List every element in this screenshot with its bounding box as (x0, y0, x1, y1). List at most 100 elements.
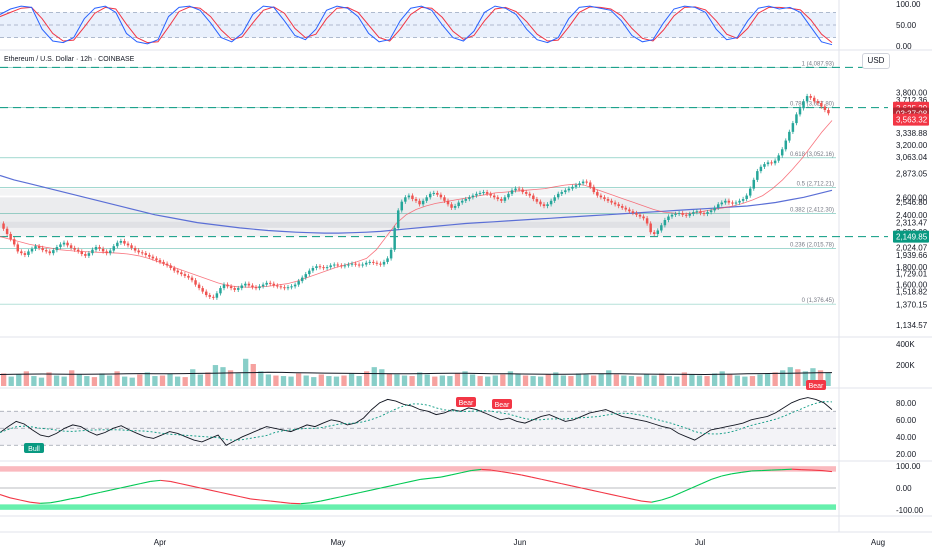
volume-bar (750, 376, 755, 386)
candle-body (116, 243, 118, 246)
volume-bar (394, 374, 399, 386)
volume-bar (591, 376, 596, 386)
volume-bar (530, 376, 535, 386)
candle-body (379, 264, 381, 265)
candle-body (532, 196, 534, 199)
candle-body (66, 243, 68, 246)
candle-body (703, 213, 705, 214)
candle-body (102, 249, 104, 252)
volume-bar (145, 372, 150, 386)
volume-bar (167, 373, 172, 386)
volume-axis-label: 200K (896, 361, 915, 370)
candle-body (600, 196, 602, 198)
candle-body (806, 96, 808, 101)
candle-body (546, 204, 548, 206)
candle-body (706, 212, 708, 214)
candle-body (369, 262, 371, 263)
stoch-axis-label: 100.00 (896, 0, 921, 9)
volume-bar (674, 377, 679, 386)
volume-bar (825, 372, 830, 386)
candle-body (418, 201, 420, 204)
candle-body (564, 190, 566, 192)
volume-bar (372, 367, 377, 386)
candle-body (699, 211, 701, 213)
candle-body (329, 265, 331, 267)
volume-bar (568, 376, 573, 386)
candle-body (347, 265, 349, 266)
rsi-axis-label: 20.00 (896, 450, 917, 459)
candle-body (468, 197, 470, 199)
candle-body (571, 187, 573, 189)
candle-body (582, 182, 584, 184)
candle-body (735, 203, 737, 204)
volume-bar (258, 371, 263, 386)
candle-body (749, 189, 751, 196)
stoch-axis-label: 0.00 (896, 42, 912, 51)
volume-bar (16, 374, 21, 386)
candle-body (326, 267, 328, 268)
candle-body (756, 171, 758, 180)
divergence-label: Bear (495, 402, 510, 409)
volume-bar (1, 373, 6, 386)
candle-body (209, 295, 211, 297)
candle-body (159, 260, 161, 262)
candle-body (457, 203, 459, 206)
price-axis-label: 1,370.15 (896, 301, 928, 310)
candle-body (56, 247, 58, 250)
divergence-label: Bear (459, 400, 474, 407)
candle-body (486, 192, 488, 194)
volume-bar (432, 377, 437, 386)
candle-body (774, 161, 776, 164)
volume-bar (137, 374, 142, 386)
candle-body (799, 108, 801, 114)
candle-body (504, 197, 506, 200)
candle-body (49, 251, 51, 253)
candle-body (596, 192, 598, 195)
candle-body (507, 194, 509, 197)
candle-body (52, 250, 54, 253)
candle-body (689, 214, 691, 216)
volume-bar (651, 376, 656, 386)
candle-body (461, 201, 463, 203)
candle-body (354, 264, 356, 265)
candle-body (177, 271, 179, 273)
stoch-axis-label: 50.00 (896, 21, 917, 30)
candle-body (557, 194, 559, 197)
candle-body (489, 194, 491, 196)
osc-axis-label: 0.00 (896, 484, 912, 493)
candle-body (184, 274, 186, 276)
candle-body (95, 247, 97, 250)
candle-body (230, 286, 232, 288)
candle-body (440, 195, 442, 198)
candle-body (657, 230, 659, 233)
candle-body (276, 285, 278, 286)
candle-body (454, 206, 456, 208)
candle-body (73, 248, 75, 250)
price-axis-label: 2,873.05 (896, 169, 928, 178)
candle-body (308, 271, 310, 274)
volume-bar (538, 377, 543, 386)
price-axis-label: 3,338.88 (896, 129, 928, 138)
candle-body (251, 285, 253, 287)
candle-body (13, 239, 15, 244)
candle-body (41, 248, 43, 250)
volume-bar (31, 376, 36, 386)
volume-bar (235, 373, 240, 386)
candle-body (415, 199, 417, 201)
candle-body (301, 278, 303, 281)
candle-body (450, 204, 452, 207)
candle-body (589, 182, 591, 186)
candle-body (692, 212, 694, 214)
candle-body (91, 250, 93, 253)
candle-body (479, 193, 481, 194)
volume-bar (205, 372, 210, 386)
rsi-axis-label: 60.00 (896, 416, 917, 425)
candle-body (205, 292, 207, 295)
candle-body (198, 285, 200, 288)
chart-title: Ethereum / U.S. Dollar · 12h · COINBASE (4, 56, 134, 63)
currency-button[interactable]: USD (862, 53, 890, 69)
candle-body (9, 234, 11, 239)
fib-level-label: 0.5 (2,712.21) (797, 182, 834, 188)
candle-body (262, 285, 264, 287)
candle-body (344, 265, 346, 266)
